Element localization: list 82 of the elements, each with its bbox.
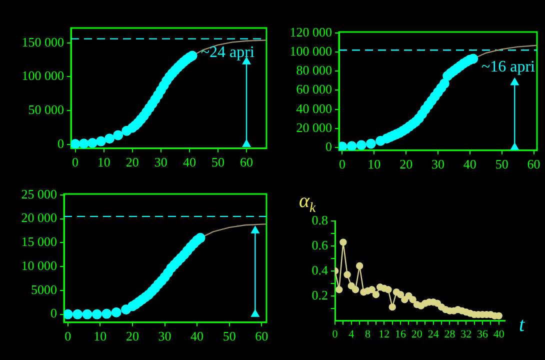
x-tick-label: 10 [94, 328, 107, 344]
x-tick-label: 60 [527, 156, 540, 172]
y-tick-label: 10 000 [21, 258, 57, 273]
point [335, 286, 343, 294]
point [113, 130, 124, 140]
point [111, 307, 122, 318]
y-tick-label: 0 [326, 138, 332, 154]
y-tick-label: 0 [50, 306, 57, 321]
point [64, 309, 73, 320]
y-tick-label: 5000 [31, 282, 57, 297]
y-tick-label: 150 000 [22, 34, 64, 50]
x-tick-label: 50 [495, 156, 508, 172]
x-tick-label: 4 [348, 328, 355, 340]
point [340, 238, 347, 246]
y-tick-label: 50 000 [28, 102, 64, 117]
x-tick-label: 30 [158, 328, 172, 344]
x-tick-label: 50 [222, 328, 236, 344]
point [439, 78, 450, 89]
y-tick-label: 20 000 [296, 120, 332, 135]
y-tick-label: 25 000 [21, 186, 57, 202]
point [356, 140, 366, 150]
x-tick-label: 24 [428, 328, 440, 340]
annotation: ~16 apri [481, 58, 536, 76]
point [409, 296, 416, 304]
point [92, 309, 102, 320]
point [96, 136, 106, 146]
x-tick-label: 12 [378, 328, 390, 340]
x-tick-label: 20 [126, 328, 139, 344]
y-tick-label: 20 000 [21, 210, 57, 226]
x-tick-label: 20 [400, 156, 413, 172]
point [72, 309, 83, 320]
x-tick-label: 28 [444, 328, 456, 340]
point [104, 134, 115, 144]
point [388, 303, 396, 311]
point [372, 291, 380, 298]
point [352, 286, 360, 294]
y-tick-label: 15 000 [21, 234, 57, 250]
x-tick-label: 40 [493, 328, 505, 340]
x-tick-label: 32 [460, 328, 472, 340]
x-tick-label: 20 [126, 154, 139, 170]
x-tick-label: 10 [368, 156, 381, 172]
x-tick-label: 0 [72, 154, 79, 170]
x-tick-label: 60 [255, 328, 268, 344]
point [78, 138, 89, 148]
x-tick-label: 0 [338, 156, 346, 172]
x-tick-label: 16 [395, 328, 407, 340]
point [344, 271, 351, 278]
point [368, 286, 376, 294]
x-tick-label: 30 [432, 156, 444, 172]
x-tick-label: 10 [97, 154, 110, 170]
point [366, 138, 376, 149]
y-tick-label: 80 000 [296, 62, 332, 78]
y-tick-label: 0.2 [312, 287, 328, 302]
y-tick-label: 0.8 [312, 212, 328, 228]
point [187, 50, 198, 61]
x-tick-label: 40 [463, 156, 476, 172]
y-tick-label: 100 000 [290, 43, 332, 58]
x-tick-label: 30 [154, 154, 168, 170]
y-tick-label: 0.6 [312, 237, 328, 252]
x-tick-label: 8 [365, 328, 372, 340]
point [195, 232, 206, 243]
y-tick-label: 120 000 [290, 24, 332, 40]
x-tick-label: 20 [411, 328, 423, 340]
x-tick-label: 40 [182, 154, 196, 170]
y-tick-label: 60 000 [296, 82, 332, 97]
y-tick-label: 0 [58, 136, 64, 151]
point [384, 286, 392, 294]
point [102, 308, 112, 319]
x-tick-label: 50 [211, 154, 224, 170]
point [82, 309, 92, 320]
x-tick-label: 60 [240, 154, 254, 170]
x-tick-label: 36 [476, 328, 488, 340]
point [87, 138, 98, 148]
x-axis-title: t [519, 314, 525, 336]
point [71, 139, 80, 148]
y-tick-label: 100 000 [22, 68, 64, 84]
point [346, 141, 357, 150]
y-tick-label: 40 000 [296, 100, 332, 116]
y-tick-label: 0.4 [312, 262, 328, 278]
x-tick-label: 40 [190, 328, 204, 344]
point [356, 262, 364, 270]
point [396, 291, 404, 298]
